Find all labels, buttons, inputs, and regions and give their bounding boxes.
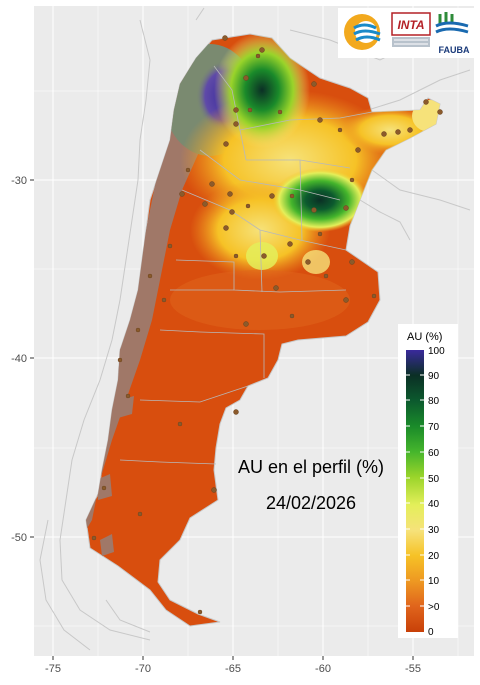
y-axis [30,179,34,538]
legend-label: 10 [428,576,440,587]
x-tick-label: -70 [135,663,151,675]
legend-label: 60 [428,448,440,459]
x-tick-label: -75 [45,663,61,675]
legend-label: 40 [428,499,440,510]
station-dots [91,35,443,615]
legend-label: 0 [428,627,434,638]
y-tick-label: -50 [11,532,27,544]
legend-label: 100 [428,346,445,357]
fauba-logo: FAUBA [435,12,470,55]
legend-label: >0 [428,602,440,613]
logos-box: INTA FAUBA [338,8,474,58]
legend-label: 50 [428,474,440,485]
legend-title: AU (%) [407,331,442,343]
circular-logo-icon [344,14,381,50]
x-axis [52,656,414,660]
y-tick-label: -30 [11,175,27,187]
legend-label: 80 [428,396,440,407]
map-title: AU en el perfil (%) [238,457,384,477]
legend-label: 20 [428,551,440,562]
fauba-logo-text: FAUBA [439,45,470,55]
map-date: 24/02/2026 [266,493,356,513]
x-tick-label: -60 [315,663,331,675]
y-tick-label: -40 [11,353,27,365]
legend-label: 30 [428,525,440,536]
legend-colorbar [406,350,424,632]
inta-logo: INTA [391,12,431,47]
legend-label: 70 [428,422,440,433]
legend: AU (%) 100 90 80 70 60 50 40 30 20 10 >0… [398,324,458,638]
legend-label: 90 [428,371,440,382]
inta-logo-text: INTA [397,18,424,32]
x-tick-label: -65 [225,663,241,675]
x-tick-label: -55 [405,663,421,675]
